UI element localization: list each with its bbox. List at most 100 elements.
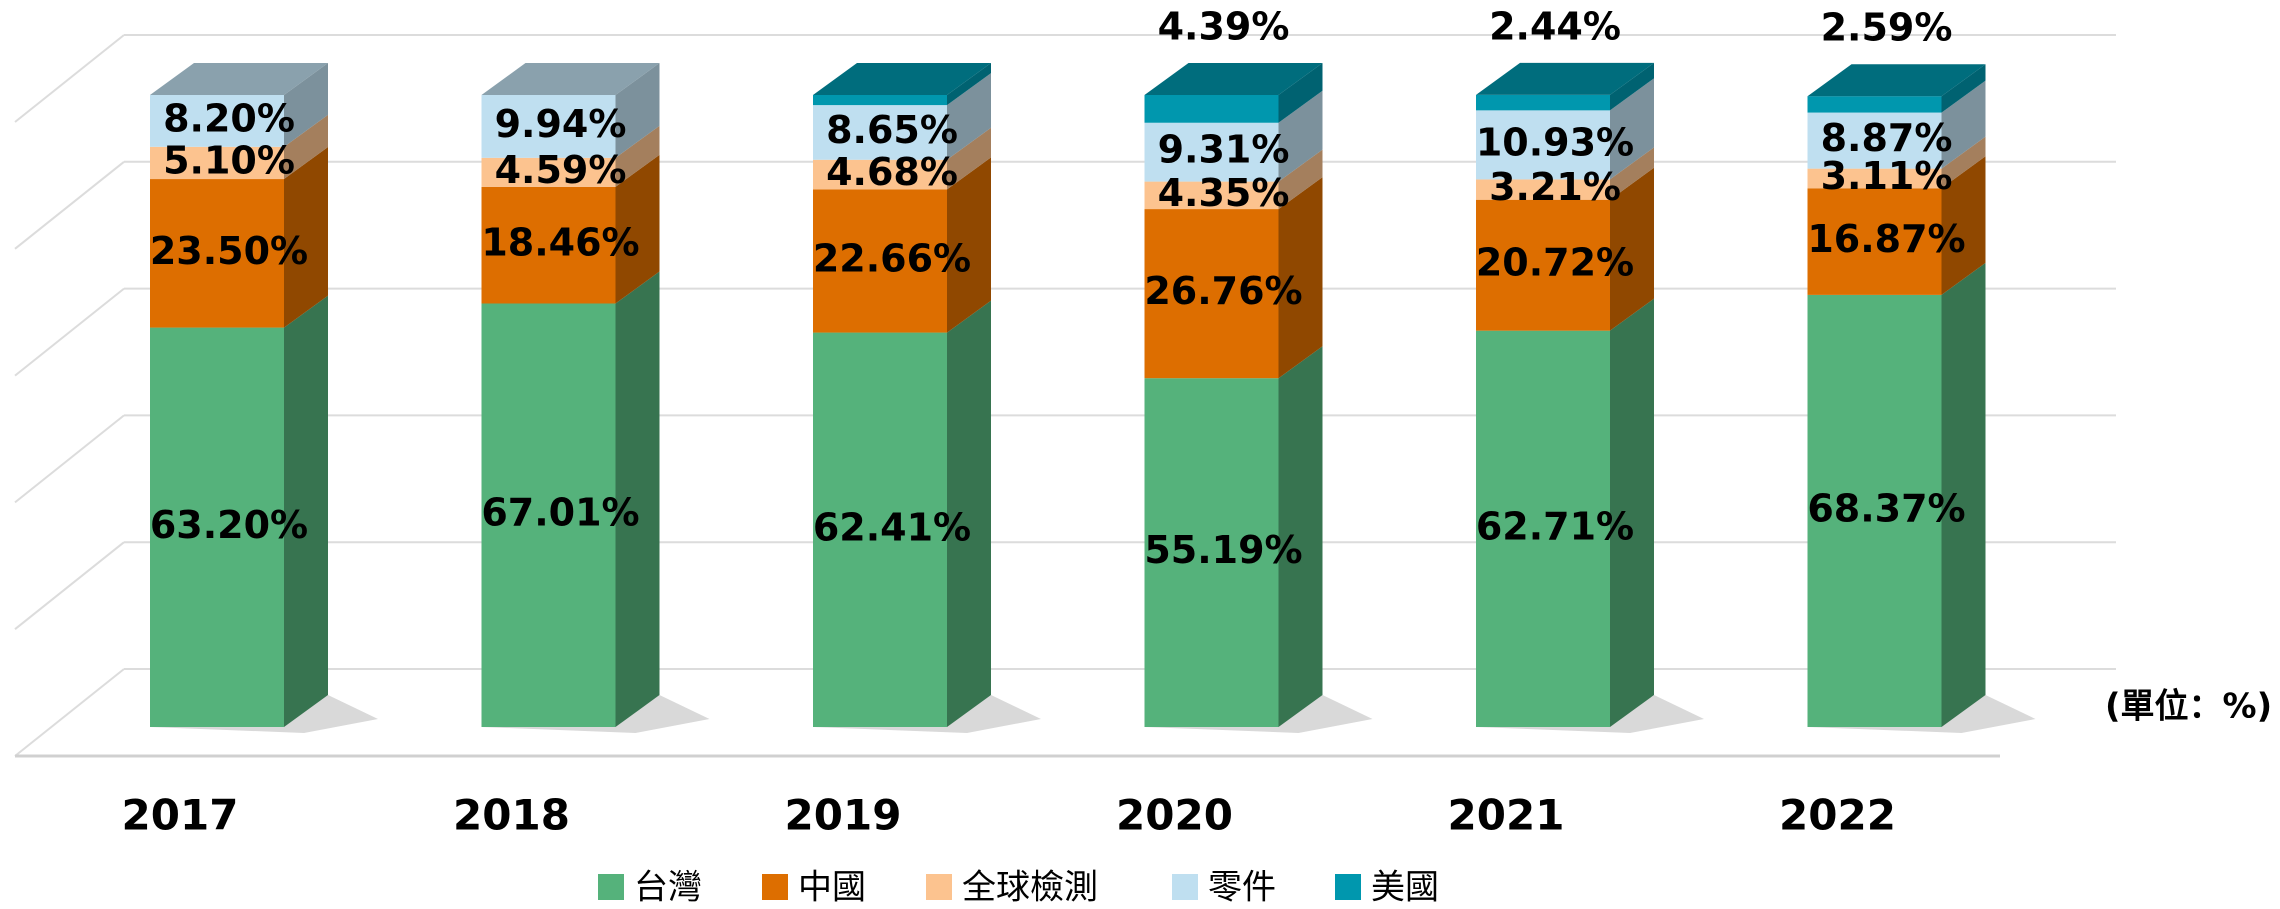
data-label: 22.66% bbox=[813, 236, 971, 280]
data-label: 68.37% bbox=[1807, 486, 1965, 530]
bar bbox=[481, 157, 616, 187]
bar bbox=[1807, 112, 1942, 169]
bar bbox=[813, 95, 947, 106]
bar-side bbox=[615, 125, 660, 187]
bar bbox=[150, 146, 284, 180]
bar-side bbox=[1278, 90, 1323, 182]
data-label: 4.68% bbox=[826, 150, 958, 194]
grid-line bbox=[14, 541, 125, 630]
bar bbox=[1476, 199, 1610, 331]
grid-line bbox=[14, 34, 125, 123]
data-label: 16.87% bbox=[1807, 217, 1965, 261]
legend-label: 美國 bbox=[1371, 868, 1439, 908]
data-label: 2.59% bbox=[1821, 6, 1953, 50]
bar-side bbox=[1278, 63, 1323, 123]
bar-side bbox=[947, 157, 991, 333]
bar-side bbox=[1278, 149, 1323, 210]
bar-top bbox=[150, 63, 328, 95]
legend-label: 全球檢測 bbox=[962, 868, 1098, 908]
bar-top bbox=[1476, 62, 1654, 95]
legend-label: 中國 bbox=[798, 868, 866, 908]
data-label: 8.87% bbox=[1821, 116, 1953, 160]
bar bbox=[1144, 95, 1279, 123]
bar-side bbox=[1941, 64, 1986, 113]
x-tick-label: 2017 bbox=[122, 791, 239, 840]
grid-line bbox=[14, 668, 125, 757]
bar bbox=[1476, 179, 1610, 200]
bar bbox=[150, 95, 284, 147]
bar-side bbox=[1278, 346, 1323, 727]
bar-side bbox=[1941, 80, 1986, 169]
data-label: 67.01% bbox=[481, 491, 639, 535]
bar-top bbox=[1807, 64, 1986, 97]
bar-side bbox=[284, 63, 328, 147]
data-label: 55.19% bbox=[1144, 528, 1302, 572]
bar-side bbox=[615, 271, 660, 727]
bar bbox=[813, 189, 947, 333]
bar bbox=[1476, 330, 1610, 727]
bar bbox=[813, 332, 947, 727]
data-label: 8.65% bbox=[826, 108, 958, 152]
x-tick-label: 2021 bbox=[1448, 791, 1565, 840]
unit-label: (單位：%) bbox=[2105, 687, 2272, 727]
bar-side bbox=[284, 295, 328, 727]
x-tick-label: 2020 bbox=[1116, 791, 1233, 840]
grid-line bbox=[14, 161, 125, 250]
data-label: 4.39% bbox=[1158, 5, 1290, 49]
bar-side bbox=[947, 127, 991, 190]
grid-line bbox=[14, 414, 125, 504]
data-label: 3.21% bbox=[1489, 165, 1621, 209]
legend-label: 台灣 bbox=[634, 868, 702, 908]
bar bbox=[150, 179, 284, 328]
data-label: 23.50% bbox=[150, 229, 308, 273]
bar-side bbox=[284, 114, 328, 180]
data-label: 26.76% bbox=[1144, 269, 1302, 313]
bar bbox=[813, 159, 947, 190]
data-label: 5.10% bbox=[163, 138, 295, 182]
data-label: 10.93% bbox=[1476, 120, 1634, 164]
bar-side bbox=[1610, 298, 1654, 727]
data-label: 9.31% bbox=[1158, 128, 1290, 172]
legend-swatch bbox=[1335, 874, 1361, 900]
bar bbox=[481, 95, 616, 158]
bar bbox=[1807, 294, 1942, 727]
x-tick-label: 2022 bbox=[1779, 791, 1896, 840]
grid-line bbox=[14, 287, 125, 377]
data-label: 63.20% bbox=[150, 503, 308, 547]
bar bbox=[1144, 181, 1279, 210]
bar-side bbox=[947, 63, 991, 106]
bar bbox=[1807, 96, 1942, 113]
bar-side bbox=[284, 147, 328, 328]
x-tick-label: 2019 bbox=[785, 791, 902, 840]
data-label: 4.35% bbox=[1158, 171, 1290, 215]
bar-side bbox=[1941, 136, 1986, 189]
bar bbox=[1476, 94, 1610, 111]
bar-top bbox=[813, 63, 991, 95]
data-label: 2.44% bbox=[1489, 4, 1621, 48]
legend-swatch bbox=[926, 874, 952, 900]
bar-side bbox=[1278, 177, 1323, 379]
legend-swatch bbox=[1172, 874, 1198, 900]
data-label: 9.94% bbox=[495, 102, 627, 146]
bar bbox=[1807, 168, 1942, 189]
bar bbox=[1144, 122, 1279, 182]
data-label: 4.59% bbox=[495, 148, 627, 192]
data-label: 62.41% bbox=[813, 505, 971, 549]
bar-side bbox=[1610, 147, 1654, 200]
bar-side bbox=[947, 300, 991, 727]
legend-label: 零件 bbox=[1208, 868, 1276, 908]
bar bbox=[813, 105, 947, 160]
bar-side bbox=[1610, 78, 1654, 180]
data-label: 62.71% bbox=[1476, 504, 1634, 548]
data-label: 20.72% bbox=[1476, 241, 1634, 285]
bar bbox=[1807, 188, 1942, 295]
bar-side bbox=[947, 73, 991, 160]
bar bbox=[1476, 110, 1610, 180]
data-label: 3.11% bbox=[1821, 154, 1953, 198]
bar bbox=[150, 327, 284, 727]
bar-side bbox=[1941, 156, 1986, 295]
x-tick-label: 2018 bbox=[453, 791, 570, 840]
bar-side bbox=[1610, 167, 1654, 331]
data-label: 18.46% bbox=[481, 221, 639, 265]
